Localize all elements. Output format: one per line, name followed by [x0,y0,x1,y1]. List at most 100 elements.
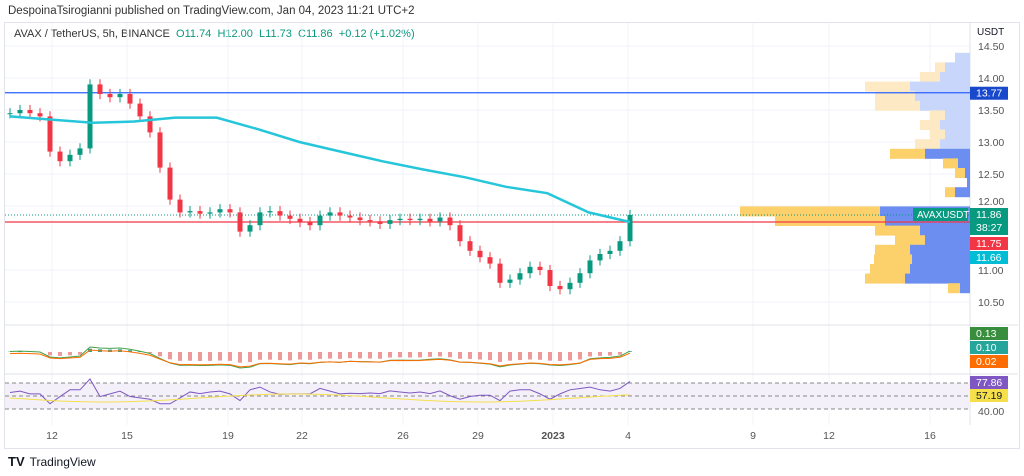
macd-histogram-bar [518,352,522,361]
currency-label: USDT [977,27,1004,38]
candle [447,217,453,226]
rsi-label [970,376,1008,389]
volume-profile-bar [925,235,970,246]
macd-label-text: 0.10 [976,342,997,354]
macd-histogram-bar [308,352,312,360]
volume-profile-bar [865,273,905,284]
candle [467,241,473,251]
macd-histogram-bar [338,352,342,359]
macd-histogram-bar [158,352,162,357]
volume-profile-bar [874,254,912,265]
price-tick: 14.50 [978,41,1004,53]
candle [157,132,163,168]
macd-histogram-bar [498,352,502,362]
candle [487,257,493,264]
volume-profile-bar [915,139,940,150]
candle [607,250,613,254]
candle [407,218,413,221]
symbol-name: AVAX / TetherUS, 5h, BINANCE [14,28,170,40]
volume-profile-bar [905,273,970,284]
candle [267,211,273,213]
volume-profile-bar [895,235,925,246]
candle [277,211,283,216]
macd-histogram-bar [618,352,622,355]
date-tick: 16 [924,430,936,442]
price-tick: 12.00 [978,196,1004,208]
price-label [970,86,1008,100]
tradingview-logo-icon: TV [8,454,25,469]
macd-histogram-bar [468,352,472,359]
macd-histogram-bar [598,352,602,356]
date-tick: 12 [46,430,58,442]
macd-histogram-bar [198,352,202,361]
macd-histogram-bar [568,352,572,361]
macd-histogram-bar [128,350,132,352]
volume-profile-bar [740,206,880,217]
macd-histogram-bar [288,352,292,361]
price-label-text: 11.86 [976,209,1002,221]
candle [27,110,33,114]
candle [457,225,463,242]
price-tick: 10.50 [978,297,1004,309]
macd-histogram-bar [328,352,332,359]
macd-histogram-bar [628,351,632,352]
candle [47,116,53,152]
macd-histogram-bar [18,351,22,352]
candle [187,211,193,213]
candle [347,215,353,218]
macd-histogram-bar [358,352,362,359]
macd-histogram-bar [388,352,392,358]
macd-histogram-bar [298,352,302,360]
macd-histogram-bar [168,352,172,360]
date-tick: 29 [472,430,484,442]
date-tick: 9 [750,430,756,442]
volume-profile-bar [912,254,970,265]
date-tick: 22 [296,430,308,442]
ohlc-high: H12.00 [217,28,253,40]
ohlc-low: L11.73 [259,28,292,40]
symbol-legend: AVAX / TetherUS, 5h, BINANCE O11.74 H12.… [14,28,415,40]
macd-histogram-bar [398,352,402,358]
candle [227,209,233,213]
candle [147,116,153,133]
candle [7,113,13,115]
candle [177,199,183,213]
price-label-text: 11.66 [976,252,1002,264]
macd-histogram-bar [218,352,222,361]
macd-label-text: 0.13 [976,328,997,340]
signal-line [9,349,631,368]
volume-profile-bar [965,168,970,178]
macd-histogram-bar [448,352,452,358]
candle [397,218,403,221]
candle [107,94,113,98]
candle [357,217,363,221]
candle [257,212,263,226]
macd-histogram-bar [378,352,382,359]
volume-profile-bar [940,120,970,130]
volume-profile-bar [955,52,970,63]
candle [437,217,443,222]
macd-histogram-bar [488,352,492,361]
volume-profile-bar [865,81,910,92]
candle [517,273,523,280]
volume-profile-bar [920,120,940,130]
rsi-band [5,383,970,409]
symbol-price-tag [913,208,968,221]
candle [317,215,323,226]
date-tick: 26 [397,430,409,442]
macd-histogram-bar [318,352,322,359]
candle [297,218,303,222]
volume-profile-bar [945,187,955,198]
volume-profile-bar [925,148,970,159]
candle [247,225,253,232]
candle [207,212,213,214]
volume-profile-bar [920,100,970,111]
macd-label-text: 0.02 [976,356,997,368]
candle [427,218,433,222]
volume-profile-bar [940,72,970,82]
price-label-text: 11.75 [976,238,1002,250]
rsi-tick: 40.00 [978,406,1004,418]
macd-histogram-bar [548,352,552,361]
candle [237,212,243,232]
